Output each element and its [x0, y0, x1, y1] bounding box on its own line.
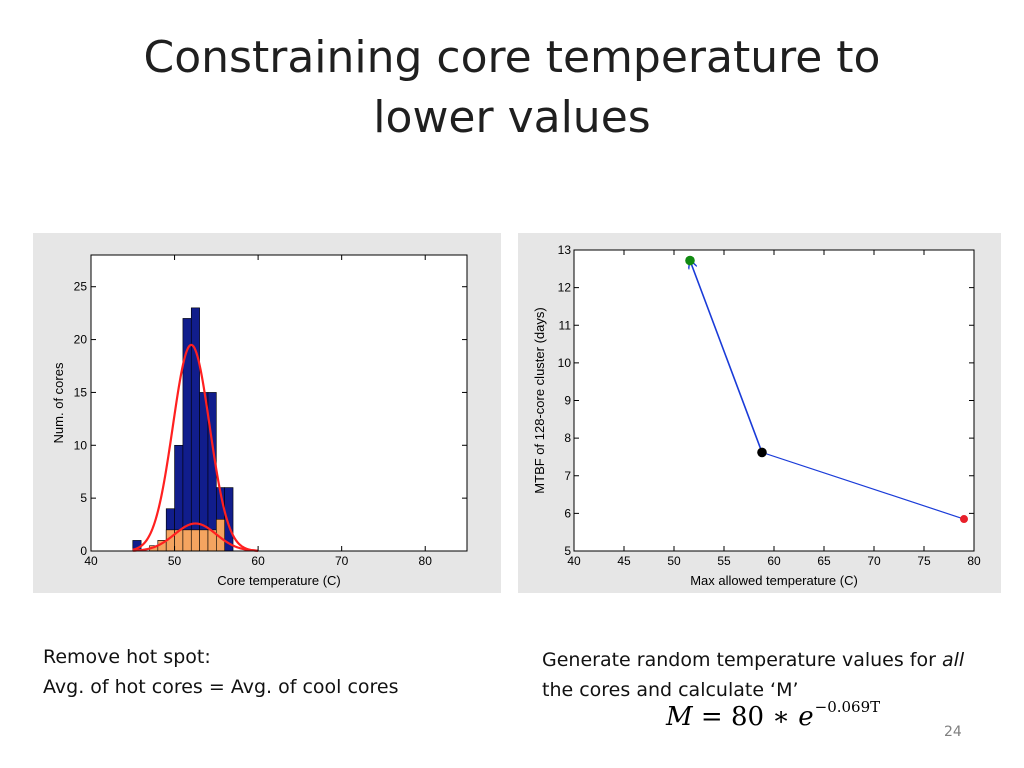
y-axis-label: Num. of cores [51, 362, 66, 443]
histogram-chart: 40 50 60 70 80 0 5 10 15 20 25 Core temperature (C)… [51, 254, 468, 588]
y-tick-label: 11 [559, 318, 572, 332]
mtbf-plot-area [574, 250, 974, 551]
cool-core-bar [199, 529, 209, 552]
y-tick-label: 13 [558, 243, 572, 257]
y-tick-label: 9 [564, 394, 571, 408]
caption-generate-random: Generate random temperature values for a… [542, 645, 1002, 705]
x-tick-label: 80 [419, 554, 433, 568]
mtbf-formula: M = 80 ∗ e−0.069T [666, 698, 880, 732]
y-tick-label: 6 [564, 506, 571, 520]
slide-title: Constraining core temperature to lower v… [0, 28, 1024, 148]
caption-right-line-1: Generate random temperature values for a… [542, 645, 1002, 675]
page-number: 24 [944, 724, 962, 740]
slide-title-line-1: Constraining core temperature to [143, 32, 881, 83]
histogram-figure: 40 50 60 70 80 0 5 10 15 20 25 Core temperature (C)… [33, 233, 501, 593]
hot-fit-curve [132, 343, 259, 552]
y-tick-label: 0 [80, 544, 87, 558]
cool-core-bar [190, 529, 200, 552]
mtbf-data-point [685, 255, 695, 266]
x-axis-label: Core temperature (C) [217, 573, 341, 588]
y-axis-label: MTBF of 128-core cluster (days) [532, 307, 547, 493]
y-tick-label: 15 [74, 385, 88, 399]
x-tick-label: 50 [667, 554, 681, 568]
mtbf-data-point [960, 515, 968, 524]
y-tick-label: 7 [564, 469, 571, 483]
y-tick-label: 5 [80, 491, 87, 505]
y-tick-label: 8 [564, 431, 571, 445]
y-tick-label: 25 [74, 280, 88, 294]
x-axis-label: Max allowed temperature (C) [690, 573, 858, 588]
x-tick-label: 80 [967, 554, 981, 568]
mtbf-chart: 40 45 50 55 60 65 70 75 80 5 6 7 8 9 10 11 12 13 Max allow… [532, 243, 981, 588]
x-tick-label: 45 [617, 554, 631, 568]
x-tick-label: 50 [168, 554, 182, 568]
y-tick-label: 5 [564, 544, 571, 558]
x-tick-label: 70 [335, 554, 349, 568]
formula-exponent: −0.069T [814, 698, 881, 716]
x-tick-label: 60 [767, 554, 781, 568]
formula-base: e [798, 702, 814, 732]
x-tick-label: 55 [717, 554, 731, 568]
slide-title-line-2: lower values [373, 92, 651, 143]
formula-eq: = 80 ∗ [692, 702, 799, 732]
caption-right-prefix: Generate random temperature values for [542, 649, 942, 671]
caption-right-line-2: the cores and calculate ‘M’ [542, 679, 799, 701]
x-tick-label: 70 [867, 554, 881, 568]
x-tick-label: 40 [567, 554, 581, 568]
mtbf-data-point [757, 447, 767, 458]
caption-left-line-1: Remove hot spot: [43, 646, 211, 668]
x-tick-label: 75 [917, 554, 931, 568]
mtbf-figure: 40 45 50 55 60 65 70 75 80 5 6 7 8 9 10 11 12 13 Max allow… [518, 233, 1001, 593]
x-tick-label: 40 [84, 554, 98, 568]
caption-remove-hot-spot: Remove hot spot: Avg. of hot cores = Avg… [43, 642, 483, 702]
formula-lhs: M [666, 702, 693, 732]
cool-core-bar [182, 529, 192, 552]
y-tick-label: 12 [558, 281, 572, 295]
y-tick-label: 20 [74, 333, 88, 347]
cool-fit-curve [132, 522, 259, 552]
y-tick-label: 10 [74, 438, 88, 452]
caption-right-emphasis: all [941, 649, 965, 671]
mtbf-connector-line [761, 451, 965, 520]
histogram-axes-box [90, 254, 468, 552]
histogram-plot-area [91, 255, 467, 551]
caption-left-line-2: Avg. of hot cores = Avg. of cool cores [43, 676, 399, 698]
y-tick-label: 10 [558, 356, 572, 370]
x-tick-label: 60 [251, 554, 265, 568]
mtbf-arrow-line [690, 261, 763, 453]
x-tick-label: 65 [817, 554, 831, 568]
